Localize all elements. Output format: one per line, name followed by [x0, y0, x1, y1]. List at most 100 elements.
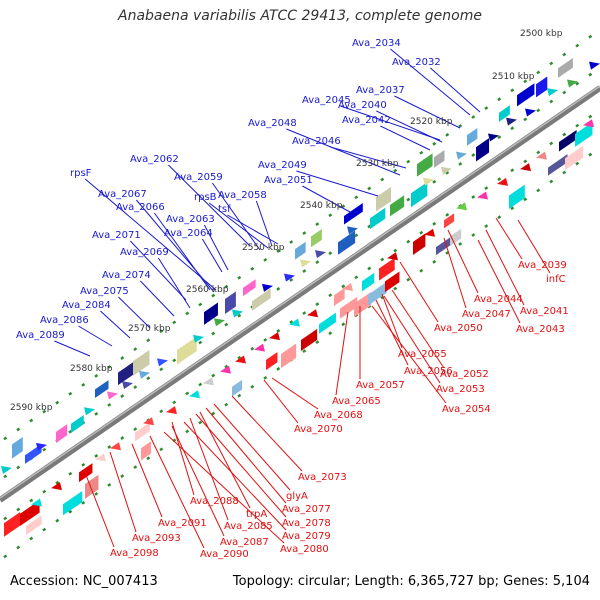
forward-gene-mark [311, 228, 322, 248]
forward-leader-line [380, 125, 431, 151]
tick-dot [250, 266, 255, 271]
tick-dot [172, 320, 177, 325]
tick-dot [497, 215, 502, 220]
tick-dot [94, 492, 99, 496]
tick-dot [224, 284, 229, 289]
tick-dot [172, 358, 177, 363]
reverse-gene-label: Ava_2070 [294, 424, 343, 435]
tick-dot [523, 117, 528, 122]
tick-dot [562, 90, 567, 95]
reverse-gene-mark [340, 296, 358, 319]
forward-gene-mark [499, 105, 510, 122]
reverse-gene-mark [536, 151, 547, 160]
tick-dot [107, 445, 112, 449]
tick-dot [16, 545, 21, 550]
reverse-gene-label: Ava_2057 [356, 380, 405, 391]
genome-backbone-highlight [0, 85, 600, 499]
forward-gene-label: Ava_2034 [352, 38, 401, 49]
tick-dot [484, 224, 489, 228]
tick-dot [107, 403, 112, 407]
tick-dot [120, 436, 125, 440]
forward-gene-mark [467, 127, 478, 146]
reverse-gene-label: Ava_2085 [224, 521, 273, 532]
reverse-leader-line [149, 435, 205, 549]
forward-gene-mark [434, 150, 445, 168]
tick-dot [432, 141, 437, 146]
tick-dot [588, 114, 593, 119]
tick-dot [42, 489, 47, 494]
reverse-leader-line [383, 295, 441, 384]
reverse-gene-mark [220, 365, 231, 374]
forward-gene-label: Ava_2063 [166, 214, 215, 225]
tick-dot [29, 498, 34, 503]
reverse-gene-label: Ava_2050 [434, 323, 483, 334]
tick-dot [107, 365, 112, 369]
reverse-leader-line [477, 239, 521, 324]
forward-gene-mark [589, 61, 600, 70]
reverse-gene-label: Ava_2080 [280, 544, 329, 555]
forward-gene-mark [488, 133, 499, 142]
forward-gene-mark [441, 166, 452, 175]
kbp-tick-label: 2500 kbp [520, 29, 563, 39]
tick-dot [276, 367, 281, 371]
reverse-leader-line [205, 407, 287, 504]
forward-gene-mark [84, 407, 95, 416]
kbp-tick-label: 2560 kbp [186, 285, 229, 295]
tick-dot [159, 367, 164, 372]
tick-dot [419, 230, 424, 235]
tick-dot [341, 204, 346, 209]
forward-gene-mark [118, 360, 136, 386]
genome-summary-text: Topology: circular; Length: 6,365,727 bp… [232, 574, 590, 589]
tick-dot [445, 132, 450, 137]
forward-leader-line [84, 178, 217, 291]
tick-dot [484, 186, 489, 190]
tick-dot [484, 106, 489, 110]
forward-gene-mark [284, 273, 295, 282]
forward-gene-mark [547, 88, 558, 97]
tick-dot [55, 518, 60, 523]
reverse-gene-mark [31, 498, 42, 507]
forward-leader-line [157, 257, 191, 309]
tick-dot [432, 179, 437, 184]
tick-dot [81, 500, 86, 505]
forward-gene-label: Ava_2069 [120, 247, 169, 258]
tick-dot [562, 132, 567, 137]
forward-gene-mark [390, 195, 405, 217]
forward-leader-line [130, 240, 187, 301]
tick-dot [159, 447, 164, 452]
reverse-gene-mark [559, 129, 577, 152]
reverse-gene-mark [166, 406, 177, 415]
tick-dot [523, 159, 528, 164]
reverse-gene-mark [266, 351, 278, 371]
forward-gene-mark [232, 309, 243, 318]
tick-dot [380, 177, 385, 182]
forward-gene-mark [1, 465, 12, 474]
forward-gene-mark [567, 79, 578, 88]
forward-gene-mark [423, 177, 434, 186]
tick-dot [133, 465, 138, 470]
tick-dot [289, 320, 294, 324]
tick-dot [68, 509, 73, 514]
forward-leader-line [390, 48, 471, 116]
tick-dot [328, 331, 333, 336]
forward-gene-label: Ava_2067 [98, 189, 147, 200]
reverse-gene-mark [235, 355, 246, 364]
forward-gene-mark [411, 182, 428, 208]
tick-dot [198, 302, 203, 307]
tick-dot [549, 179, 554, 184]
reverse-leader-line [199, 411, 251, 509]
reverse-gene-label: Ava_2087 [220, 537, 269, 548]
tick-dot [406, 159, 411, 164]
reverse-gene-mark [85, 474, 99, 499]
forward-gene-label: Ava_2046 [292, 136, 341, 147]
reverse-leader-line [391, 289, 445, 369]
tick-dot [211, 411, 216, 416]
tick-dot [146, 376, 151, 381]
reverse-gene-mark [456, 202, 467, 211]
tick-dot [42, 409, 47, 414]
tick-dot [224, 402, 229, 407]
tick-dot [510, 88, 515, 93]
tick-dot [211, 331, 216, 336]
tick-dot [549, 99, 554, 104]
forward-gene-mark [133, 349, 150, 376]
